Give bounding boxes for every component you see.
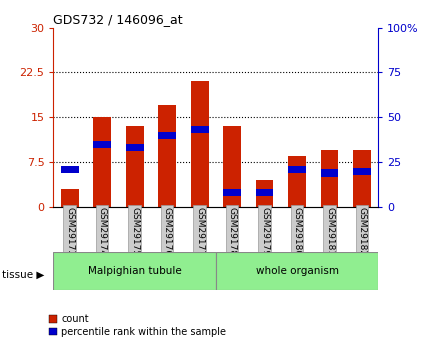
Bar	[61, 189, 79, 207]
Text: whole organism: whole organism	[255, 266, 339, 276]
Bar	[158, 132, 176, 139]
Text: GSM29176: GSM29176	[162, 207, 172, 256]
Text: GSM29173: GSM29173	[65, 207, 74, 256]
Bar	[288, 156, 306, 207]
Bar	[353, 150, 371, 207]
Bar	[288, 166, 306, 173]
Bar	[53, 252, 216, 290]
Text: GSM29174: GSM29174	[97, 207, 107, 256]
Text: Malpighian tubule: Malpighian tubule	[88, 266, 182, 276]
Bar	[61, 166, 79, 173]
Text: tissue ▶: tissue ▶	[2, 269, 44, 279]
Bar	[255, 189, 274, 196]
Text: GSM29177: GSM29177	[195, 207, 204, 256]
Text: GDS732 / 146096_at: GDS732 / 146096_at	[53, 13, 183, 27]
Legend: count, percentile rank within the sample: count, percentile rank within the sample	[49, 314, 226, 337]
Bar	[223, 189, 241, 196]
Bar	[125, 144, 144, 151]
Bar	[158, 105, 176, 207]
Text: GSM29175: GSM29175	[130, 207, 139, 256]
Bar	[255, 180, 274, 207]
Bar	[93, 141, 111, 148]
Text: GSM29180: GSM29180	[292, 207, 302, 256]
Bar	[93, 117, 111, 207]
Bar	[216, 252, 378, 290]
Text: GSM29181: GSM29181	[325, 207, 334, 256]
Bar	[223, 126, 241, 207]
Bar	[125, 126, 144, 207]
Bar	[320, 150, 339, 207]
Bar	[320, 169, 339, 177]
Text: GSM29178: GSM29178	[227, 207, 237, 256]
Text: GSM29182: GSM29182	[357, 207, 367, 256]
Bar	[353, 168, 371, 175]
Bar	[190, 126, 209, 134]
Bar	[190, 81, 209, 207]
Text: GSM29179: GSM29179	[260, 207, 269, 256]
